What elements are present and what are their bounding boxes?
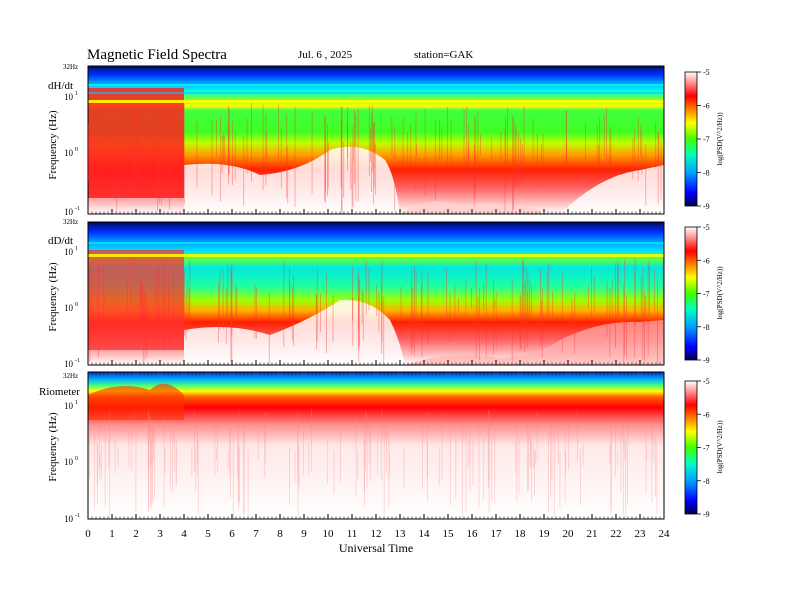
ylabel-riometer: Frequency (Hz) [47, 412, 59, 482]
quiet-region-dddt-b [405, 320, 664, 365]
x-tick-label: 8 [277, 528, 283, 540]
xlabel: Universal Time [339, 541, 413, 555]
ytick-exp: 0 [75, 147, 78, 153]
ytick-label: 10 [64, 359, 74, 369]
ytick-top: 32Hz [63, 218, 78, 226]
x-tick-label: 2 [133, 528, 139, 540]
x-tick-label: 20 [563, 528, 575, 540]
x-tick-label: 18 [515, 528, 527, 540]
colorbar-label: log(PSD(V^2/Hz)) [716, 266, 724, 320]
ytick-label: 10 [64, 207, 74, 217]
panel-riometer [87, 371, 665, 520]
quiet-region-dddt-a [184, 299, 405, 365]
colorbar-gradient [684, 226, 698, 361]
ytick-label: 10 [64, 457, 74, 467]
x-tick-label: 13 [395, 528, 407, 540]
colorbar-tick-label: -8 [703, 323, 710, 332]
x-tick-label: 6 [229, 528, 235, 540]
colorbar-tick-label: -7 [703, 290, 710, 299]
ytick-exp: 1 [75, 91, 78, 97]
colorbar-gradient [684, 71, 698, 207]
colorbar-tick-label: -7 [703, 135, 710, 144]
colorbar-tick-label: -9 [703, 356, 710, 365]
quiet-region-dhdt-c [560, 165, 664, 214]
ylabel-dhdt: Frequency (Hz) [47, 110, 59, 180]
ytick-exp: -1 [75, 358, 80, 364]
colorbar-tick-label: -9 [703, 510, 710, 519]
ytick-label: 10 [64, 514, 74, 524]
colorbar-label: log(PSD(V^2/Hz)) [716, 112, 724, 166]
x-tick-label: 24 [659, 528, 671, 540]
activity-region-dhdt [88, 88, 184, 198]
colorbar-tick-label: -6 [703, 102, 710, 111]
x-tick-label: 23 [635, 528, 647, 540]
ytick-exp: -1 [75, 206, 80, 212]
x-tick-label: 15 [443, 528, 455, 540]
x-tick-label: 14 [419, 528, 431, 540]
quiet-region-dhdt-a [184, 146, 400, 214]
yticks-riometer: 32Hz 10 1 10 0 10 -1 [63, 372, 80, 524]
x-tick-label: 4 [181, 528, 187, 540]
panel-label-dddt: dD/dt [48, 235, 73, 247]
activity-region-dddt [88, 250, 184, 350]
x-tick-label: 19 [539, 528, 551, 540]
ytick-label: 10 [64, 401, 74, 411]
colorbar-tick-label: -9 [703, 202, 710, 211]
ytick-exp: 0 [75, 302, 78, 308]
colorbar-gradient [684, 380, 698, 515]
colorbar-tick-label: -8 [703, 169, 710, 178]
colorbar-tick-label: -5 [703, 377, 710, 386]
colorbar-tick-label: -5 [703, 223, 710, 232]
activity-region-riometer [88, 383, 184, 420]
yticks-dddt: 32Hz 10 1 10 0 10 -1 [63, 218, 80, 369]
panel-label-dhdt: dH/dt [48, 80, 73, 92]
figure-title: Magnetic Field Spectra [87, 47, 227, 63]
colorbar-ticks: -5 -6 -7 -8 -9 -5 -6 -7 -8 -9 -5 -6 -7 -8 -9 [697, 68, 710, 519]
x-tick-label: 10 [323, 528, 335, 540]
ylabel-dddt: Frequency (Hz) [47, 262, 59, 332]
quiet-region-dhdt-b [400, 201, 540, 214]
station-label: station=GAK [414, 49, 473, 61]
x-tick-label: 0 [85, 528, 91, 540]
ytick-label: 10 [64, 92, 74, 102]
ytick-exp: 1 [75, 400, 78, 406]
x-tick-label: 5 [205, 528, 211, 540]
x-tick-label: 3 [157, 528, 163, 540]
ytick-exp: -1 [75, 513, 80, 519]
ytick-label: 10 [64, 148, 74, 158]
colorbar-tick-label: -8 [703, 477, 710, 486]
x-tick-label: 17 [491, 528, 503, 540]
colorbar-tick-label: -5 [703, 68, 710, 77]
colorbar-tick-label: -6 [703, 256, 710, 265]
ytick-top: 32Hz [63, 63, 78, 71]
spectrogram-texture [88, 103, 664, 519]
x-tick-label: 11 [347, 528, 358, 540]
x-tick-label: 22 [611, 528, 622, 540]
colorbar-tick-label: -6 [703, 410, 710, 419]
ytick-label: 10 [64, 247, 74, 257]
x-tick-label: 16 [467, 528, 479, 540]
date-label: Jul. 6 , 2025 [298, 49, 353, 61]
panel-dddt [87, 221, 665, 366]
x-tick-label: 21 [587, 528, 598, 540]
x-tick-label: 12 [371, 528, 382, 540]
x-tick-label: 7 [253, 528, 259, 540]
x-tick-label: 1 [109, 528, 115, 540]
ytick-exp: 1 [75, 246, 78, 252]
x-tick-label: 9 [301, 528, 307, 540]
colorbar-tick-label: -7 [703, 444, 710, 453]
ytick-exp: 0 [75, 456, 78, 462]
ytick-label: 10 [64, 303, 74, 313]
panel-label-riometer: Riometer [39, 386, 80, 398]
ytick-top: 32Hz [63, 372, 78, 380]
x-axis-ticks: 0 1 2 3 4 5 6 7 8 9 10 11 12 13 14 15 16 17 18 19 20 21 22 23 24 [85, 66, 670, 540]
panel-dhdt [87, 65, 665, 215]
yticks-dhdt: 32Hz 10 1 10 0 10 -1 [63, 63, 80, 217]
colorbar-label: log(PSD(V^2/Hz)) [716, 420, 724, 474]
